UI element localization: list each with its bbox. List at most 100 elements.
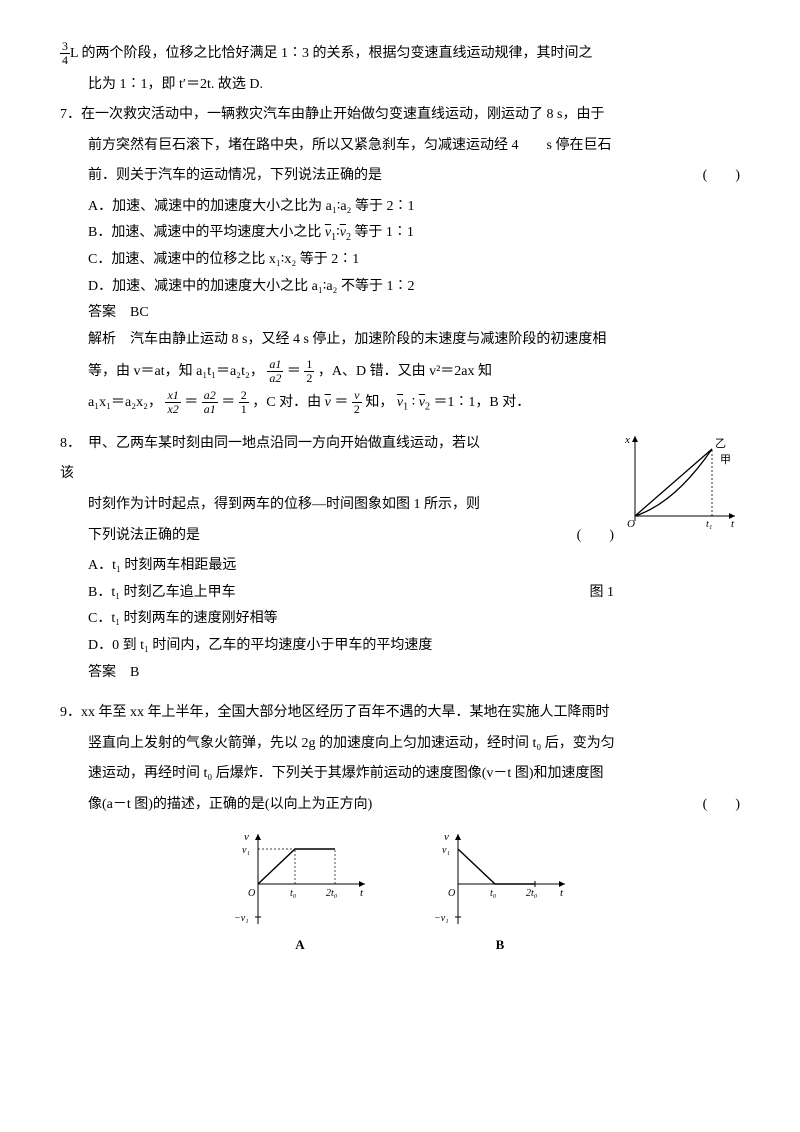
q8-optB-text: B．t₁ 时刻乙车追上甲车 bbox=[88, 585, 236, 600]
q7-exp3-m6: ∶ bbox=[412, 395, 416, 410]
q8-y-axis-label: x bbox=[624, 434, 630, 446]
q7-exp3-pre: a₁x₁＝a₂x₂， bbox=[88, 395, 162, 410]
q7-exp3-f1n: x1 bbox=[165, 389, 180, 403]
q7-exp3-f4n: v bbox=[352, 389, 362, 403]
q7-answer: 答案 BC bbox=[60, 300, 740, 327]
q7-optB-pre: B．加速、减速中的平均速度大小之比 bbox=[88, 225, 325, 240]
diagB-origin: O bbox=[448, 888, 455, 899]
q7-exp3-m2: ＝ bbox=[221, 395, 235, 410]
q7-exp3-vbar: v bbox=[325, 395, 331, 410]
q9-line4: 像(a－t 图)的描述，正确的是(以向上为正方向) ( ) bbox=[60, 792, 740, 819]
q8-x-axis-label: t bbox=[731, 518, 735, 530]
diagA-x-label: t bbox=[360, 887, 364, 899]
q7-exp2-f1n: a1 bbox=[267, 358, 283, 372]
q9-diagB-svg: v t O t₀ 2t₀ v₁ −v₁ bbox=[430, 829, 570, 929]
q7-exp2-f1d: a2 bbox=[267, 372, 283, 385]
q8-t1-label: t₁ bbox=[706, 519, 712, 530]
q7-exp3-f1: x1x2 bbox=[165, 389, 180, 416]
q7-optC: C．加速、减速中的位移之比 x₁∶x₂ 等于 2∶1 bbox=[60, 247, 740, 274]
q7-exp3-post: ＝1∶1，B 对． bbox=[433, 395, 530, 410]
q7-exp3-f2n: a2 bbox=[202, 389, 218, 403]
q8-yi-label: 乙 bbox=[715, 437, 726, 450]
q8-line3-text: 下列说法正确的是 bbox=[88, 528, 200, 543]
q9-line4-text: 像(a－t 图)的描述，正确的是(以向上为正方向) bbox=[88, 797, 372, 812]
intro-line2: 比为 1∶1，即 t′＝2t. 故选 D. bbox=[60, 72, 740, 99]
q9-diagA-svg: v t O t₀ 2t₀ v₁ −v₁ bbox=[230, 829, 370, 929]
q8-line1: 甲、乙两车某时刻由同一地点沿同一方向开始做直线运动，若以 bbox=[74, 436, 480, 451]
q8-line3: 下列说法正确的是 ( ) bbox=[60, 523, 614, 550]
intro-frac-num: 3 bbox=[60, 40, 70, 54]
q8-figure: x t O t₁ 乙 甲 bbox=[620, 431, 740, 531]
q8-jia-label: 甲 bbox=[720, 454, 731, 466]
diagA-origin: O bbox=[248, 888, 255, 899]
q8-optB: B．t₁ 时刻乙车追上甲车 图 1 bbox=[60, 580, 614, 607]
q8-line2: 时刻作为计时起点，得到两车的位移—时间图象如图 1 所示，则 bbox=[60, 492, 614, 519]
q7-exp2-post: ，A、D 错．又由 v²＝2ax 知 bbox=[318, 364, 492, 379]
diagB-2t0: 2t₀ bbox=[526, 888, 538, 899]
q7-line3: 前．则关于汽车的运动情况，下列说法正确的是 ( ) bbox=[60, 163, 740, 190]
q8-optC: C．t₁ 时刻两车的速度刚好相等 bbox=[60, 606, 740, 633]
diagB-letter: B bbox=[430, 933, 570, 958]
q8-fig-caption-inline: 图 1 bbox=[590, 580, 615, 607]
q9-diagB: v t O t₀ 2t₀ v₁ −v₁ B bbox=[430, 829, 570, 958]
diagA-v1: v₁ bbox=[242, 845, 250, 856]
diagB-t0: t₀ bbox=[490, 888, 497, 899]
q7-exp3-f2d: a1 bbox=[202, 403, 218, 416]
q7-exp2-f2d: 2 bbox=[304, 372, 314, 385]
q7-exp3-f3n: 2 bbox=[239, 389, 249, 403]
q7-exp2: 等，由 v＝at，知 a₁t₁＝a₂t₂， a1a2 ＝ 12 ，A、D 错．又… bbox=[60, 358, 740, 386]
question-9: 9．xx 年至 xx 年上半年，全国大部分地区经历了百年不遇的大旱．某地在实施人… bbox=[60, 700, 740, 957]
q7-paren: ( ) bbox=[703, 163, 740, 190]
q9-diagrams: v t O t₀ 2t₀ v₁ −v₁ A bbox=[60, 829, 740, 958]
diagA-y-label: v bbox=[244, 831, 249, 843]
question-7: 7．在一次救灾活动中，一辆救灾汽车由静止开始做匀变速直线运动，刚运动了 8 s，… bbox=[60, 102, 740, 417]
q7-exp3-f3: 21 bbox=[239, 389, 249, 416]
q7-exp3-m4: ＝ bbox=[334, 395, 348, 410]
q7-exp2-pre: 等，由 v＝at，知 a₁t₁＝a₂t₂， bbox=[88, 364, 264, 379]
q7-exp1: 解析 汽车由静止运动 8 s，又经 4 s 停止，加速阶段的末速度与减速阶段的初… bbox=[60, 327, 740, 354]
intro-frac: 3 4 bbox=[60, 40, 70, 67]
q7-exp2-f2: 12 bbox=[304, 358, 314, 385]
q7-optB-post: 等于 1∶1 bbox=[351, 225, 414, 240]
q8-figure-svg: x t O t₁ 乙 甲 bbox=[620, 431, 740, 531]
q8-line1b: 该 bbox=[60, 461, 614, 488]
diagA-negv1: −v₁ bbox=[234, 913, 249, 924]
q7-line2: 前方突然有巨石滚下，堵在路中央，所以又紧急刹车，匀减速运动经 4 s 停在巨石 bbox=[60, 133, 740, 160]
q9-line1: xx 年至 xx 年上半年，全国大部分地区经历了百年不遇的大旱．某地在实施人工降… bbox=[81, 705, 610, 720]
q7-exp3: a₁x₁＝a₂x₂， x1x2 ＝ a2a1 ＝ 21 ，C 对．由 v ＝ v… bbox=[60, 389, 740, 417]
diagA-2t0: 2t₀ bbox=[326, 888, 338, 899]
q7-optD: D．加速、减速中的加速度大小之比 a₁∶a₂ 不等于 1∶2 bbox=[60, 274, 740, 301]
q7-line3-text: 前．则关于汽车的运动情况，下列说法正确的是 bbox=[88, 168, 382, 183]
q8-optA: A．t₁ 时刻两车相距最远 bbox=[60, 553, 614, 580]
diagB-v1: v₁ bbox=[442, 845, 450, 856]
q8-origin: O bbox=[627, 518, 635, 530]
diagB-x-label: t bbox=[560, 887, 564, 899]
q7-optB: B．加速、减速中的平均速度大小之比 v1∶v2 等于 1∶1 bbox=[60, 220, 740, 247]
q7-exp3-m3: ，C 对．由 bbox=[252, 395, 321, 410]
q7-exp2-f1: a1a2 bbox=[267, 358, 283, 385]
q8-paren: ( ) bbox=[577, 523, 614, 550]
q7-exp2-f2n: 1 bbox=[304, 358, 314, 372]
q9-diagA: v t O t₀ 2t₀ v₁ −v₁ A bbox=[230, 829, 370, 958]
q7-exp3-f3d: 1 bbox=[239, 403, 249, 416]
intro-frac-den: 4 bbox=[60, 54, 70, 67]
intro-line1: 3 4 L 的两个阶段，位移之比恰好满足 1∶3 的关系，根据匀变速直线运动规律… bbox=[60, 40, 740, 68]
diagB-negv1: −v₁ bbox=[434, 913, 449, 924]
q9-paren: ( ) bbox=[703, 792, 740, 819]
q7-line1: 在一次救灾活动中，一辆救灾汽车由静止开始做匀变速直线运动，刚运动了 8 s，由于 bbox=[81, 107, 604, 122]
q7-exp3-m5: 知， bbox=[365, 395, 393, 410]
q7-exp3-f2: a2a1 bbox=[202, 389, 218, 416]
q7-exp3-s2: 2 bbox=[425, 402, 430, 413]
q7-exp3-f4d: 2 bbox=[352, 403, 362, 416]
q7-exp3-s1: 1 bbox=[403, 402, 408, 413]
q8-number: 8． bbox=[60, 436, 74, 451]
q7-exp3-f1d: x2 bbox=[165, 403, 180, 416]
intro-text1: L 的两个阶段，位移之比恰好满足 1∶3 的关系，根据匀变速直线运动规律，其时间… bbox=[70, 46, 593, 61]
q7-exp3-f4: v2 bbox=[352, 389, 362, 416]
diagB-y-label: v bbox=[444, 831, 449, 843]
q8-answer: 答案 B bbox=[60, 660, 740, 687]
q7-exp3-m1: ＝ bbox=[184, 395, 198, 410]
diagA-letter: A bbox=[230, 933, 370, 958]
q7-exp2-m1: ＝ bbox=[287, 364, 301, 379]
page: 3 4 L 的两个阶段，位移之比恰好满足 1∶3 的关系，根据匀变速直线运动规律… bbox=[0, 0, 800, 1132]
